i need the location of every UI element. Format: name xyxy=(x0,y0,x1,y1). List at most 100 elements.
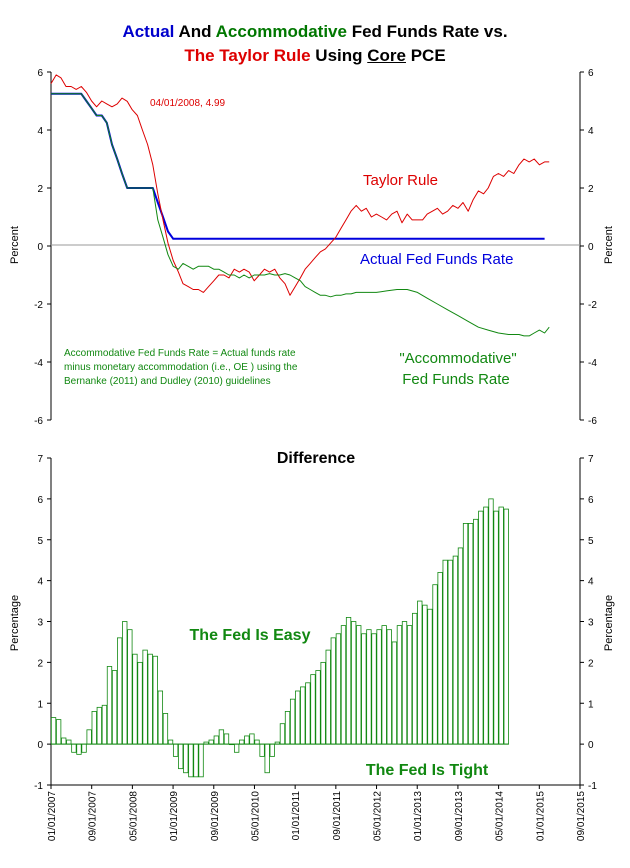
actual-rate-line xyxy=(51,92,545,240)
difference-bar xyxy=(61,737,67,745)
difference-bar xyxy=(239,739,245,745)
difference-bar xyxy=(371,633,377,745)
difference-bar xyxy=(91,711,97,745)
difference-bar xyxy=(457,547,464,745)
bottom-left-tick-label: 5 xyxy=(37,536,43,547)
difference-bar xyxy=(401,621,408,745)
difference-bar xyxy=(305,682,311,745)
top-panel-axes: -6 -6 -4 -4 -2 -2 0 0 2 2 4 4 6 6 xyxy=(34,68,597,427)
difference-bar xyxy=(86,729,92,745)
difference-bar xyxy=(117,637,123,745)
bottom-right-tick-label: 7 xyxy=(588,454,594,465)
accommodative-rate-line xyxy=(51,93,550,337)
difference-bar xyxy=(218,729,225,745)
taylor-rule-line xyxy=(50,74,550,296)
x-axis-tick-label: 09/01/2013 xyxy=(454,791,465,841)
difference-bar xyxy=(264,743,270,774)
difference-bar xyxy=(488,498,494,745)
top-left-tick-label: 4 xyxy=(37,126,43,137)
difference-bar xyxy=(340,625,347,745)
difference-bar xyxy=(417,600,423,745)
difference-bar xyxy=(137,661,143,745)
title-accommodative: Accommodative xyxy=(215,22,347,41)
taylor-peak-annotation: 04/01/2008, 4.99 xyxy=(150,98,226,109)
x-axis-tick-label: 09/01/2015 xyxy=(576,791,587,841)
difference-bar xyxy=(356,625,362,745)
bottom-right-tick-label: 3 xyxy=(588,618,594,629)
difference-bar xyxy=(386,629,392,745)
title-fed-funds-vs: Fed Funds Rate vs. xyxy=(346,22,508,41)
difference-bar xyxy=(351,621,357,745)
difference-bar xyxy=(81,743,87,753)
difference-bar xyxy=(315,670,321,745)
difference-bar xyxy=(325,649,331,745)
x-axis-tick-label: 01/01/2015 xyxy=(535,791,546,841)
difference-bar xyxy=(381,625,387,745)
bottom-right-tick-label: 5 xyxy=(588,536,594,547)
difference-bar xyxy=(473,518,479,745)
bottom-right-tick-label: 6 xyxy=(588,495,594,506)
chart-title-line-2: The Taylor Rule Using Core PCE xyxy=(0,46,630,66)
difference-bar xyxy=(289,698,296,745)
difference-bar xyxy=(345,617,352,745)
difference-bar xyxy=(96,706,102,745)
x-axis-tick-label: 05/01/2012 xyxy=(373,791,384,841)
difference-bar xyxy=(361,633,367,745)
top-left-tick-label: -6 xyxy=(34,416,43,427)
difference-bar xyxy=(412,612,418,745)
difference-bar xyxy=(483,506,489,745)
bottom-ylabel-right: Percentage xyxy=(603,595,615,651)
difference-bar xyxy=(213,735,219,745)
difference-bar xyxy=(422,604,428,745)
top-right-tick-label: 0 xyxy=(588,242,594,253)
top-left-tick-label: 6 xyxy=(37,68,43,79)
difference-bar xyxy=(208,739,214,745)
difference-bar xyxy=(259,743,265,757)
top-right-tick-label: 2 xyxy=(588,184,594,195)
top-left-tick-label: -4 xyxy=(34,358,43,369)
bottom-left-tick-label: 7 xyxy=(37,454,43,465)
difference-bar xyxy=(162,713,169,745)
bottom-left-tick-label: 4 xyxy=(37,577,43,588)
difference-bar xyxy=(467,523,474,745)
difference-bar xyxy=(447,559,453,745)
top-ylabel-right: Percent xyxy=(603,226,615,264)
x-axis-tick-label: 01/01/2011 xyxy=(291,791,302,841)
accommodative-label-line-2: Fed Funds Rate xyxy=(402,371,510,388)
difference-bar xyxy=(503,508,509,745)
x-axis-tick-label: 05/01/2008 xyxy=(128,791,139,841)
top-right-tick-label: 6 xyxy=(588,68,594,79)
difference-bar xyxy=(132,653,138,745)
difference-bar xyxy=(452,555,459,745)
difference-bar xyxy=(178,743,184,770)
difference-bar xyxy=(493,510,499,745)
bottom-right-tick-label: -1 xyxy=(588,781,597,792)
difference-bar xyxy=(498,506,504,745)
difference-bar xyxy=(234,743,240,753)
x-axis-tick-label: 01/01/2007 xyxy=(47,791,58,841)
difference-bar xyxy=(320,661,326,745)
difference-bar xyxy=(152,655,158,745)
difference-bar xyxy=(279,723,286,745)
difference-bar xyxy=(376,629,382,745)
difference-bar xyxy=(183,743,189,774)
title-taylor-rule: The Taylor Rule xyxy=(184,46,311,65)
accommodative-note-line-3: Bernanke (2011) and Dudley (2010) guidel… xyxy=(64,376,271,387)
difference-bar xyxy=(366,629,372,745)
x-axis-tick-label: 05/01/2010 xyxy=(250,791,261,841)
difference-bar xyxy=(106,666,113,745)
top-ylabel-left: Percent xyxy=(9,226,21,264)
bottom-right-tick-label: 0 xyxy=(588,740,594,751)
difference-bar xyxy=(249,733,255,745)
difference-bar xyxy=(284,711,291,745)
top-left-tick-label: -2 xyxy=(34,300,43,311)
difference-bar xyxy=(172,743,179,757)
bottom-left-tick-label: 2 xyxy=(37,658,43,669)
bottom-left-tick-label: -1 xyxy=(34,781,43,792)
difference-bar xyxy=(193,743,199,778)
difference-bar xyxy=(406,625,413,745)
x-axis-tick-label: 09/01/2007 xyxy=(88,791,99,841)
accommodative-label-line-1: "Accommodative" xyxy=(399,350,516,367)
bottom-right-tick-label: 4 xyxy=(588,577,594,588)
